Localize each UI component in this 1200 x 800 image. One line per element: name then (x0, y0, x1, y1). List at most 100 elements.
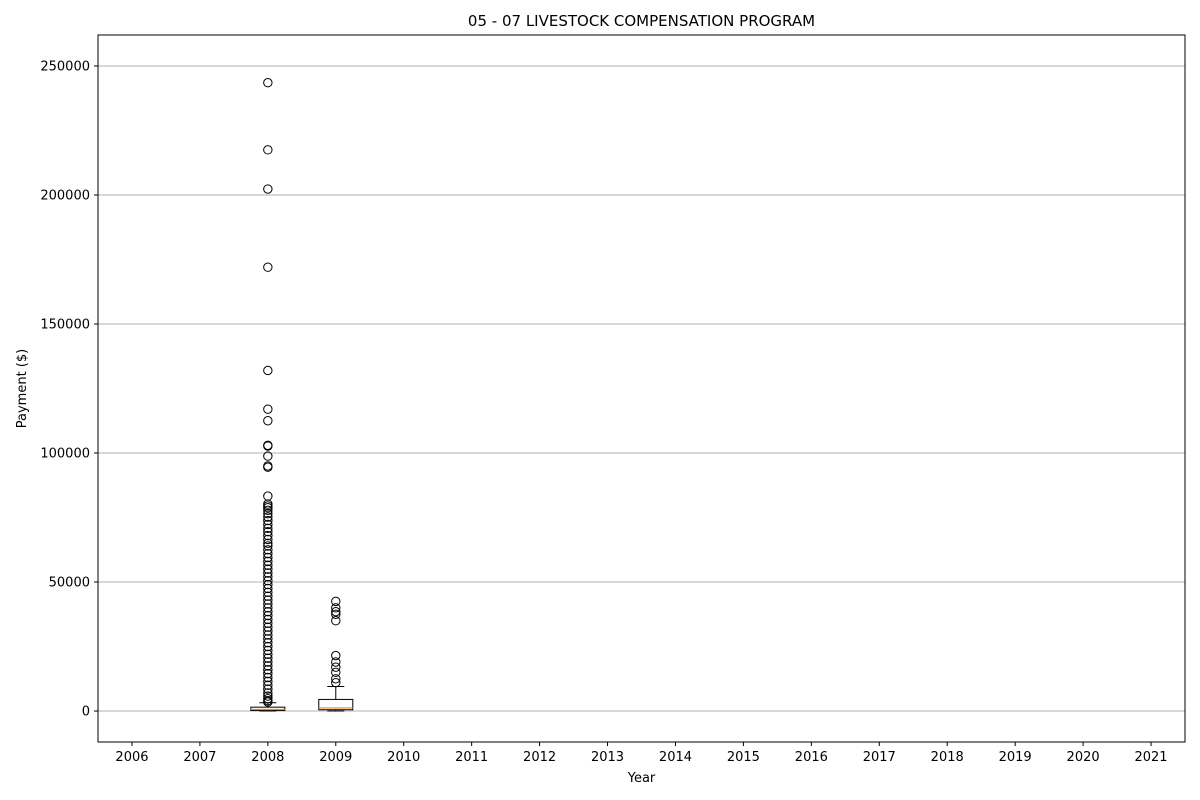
outlier-point (263, 556, 273, 567)
outlier-point (263, 527, 273, 537)
y-tick-label: 100000 (40, 447, 90, 462)
chart-title: 05 - 07 LIVESTOCK COMPENSATION PROGRAM (468, 12, 815, 30)
boxes (250, 78, 354, 712)
outlier-point (263, 262, 273, 272)
outlier-point (263, 184, 273, 194)
outlier-point (263, 545, 273, 555)
outlier-point (263, 552, 273, 563)
outlier-point (263, 568, 273, 578)
outlier-point (263, 538, 273, 549)
outlier-point (263, 653, 273, 663)
outlier-point (263, 680, 273, 690)
outlier-point (263, 691, 273, 701)
x-tick-label: 2009 (319, 750, 352, 765)
y-axis: 0 50000 100000 150000 200000 250000 (40, 59, 98, 720)
outlier-point (263, 78, 273, 88)
outlier-point (263, 610, 273, 621)
outlier-point (263, 365, 273, 376)
x-tick-label: 2016 (795, 750, 828, 765)
y-axis-title: Payment ($) (15, 349, 30, 428)
outlier-point (263, 508, 273, 519)
y-tick-label: 250000 (40, 59, 90, 74)
outlier-point (263, 645, 273, 656)
outlier-point (263, 560, 273, 570)
outlier-point (263, 665, 273, 675)
outlier-point (263, 641, 273, 652)
y-tick-label: 0 (82, 705, 90, 720)
x-tick-label: 2020 (1067, 750, 1100, 765)
box-2009 (318, 596, 354, 712)
outlier-point (263, 576, 273, 586)
outlier-point (263, 564, 273, 574)
outlier-point (263, 688, 273, 698)
outlier-point (263, 622, 273, 632)
x-tick-label: 2011 (455, 750, 488, 765)
outlier-point (263, 630, 273, 640)
x-tick-label: 2018 (931, 750, 964, 765)
outlier-point (263, 548, 273, 559)
x-tick-label: 2010 (387, 750, 420, 765)
x-axis-title: Year (627, 771, 656, 786)
outlier-point (263, 697, 273, 707)
x-tick-label: 2017 (863, 750, 896, 765)
x-tick-label: 2012 (523, 750, 556, 765)
plot-frame (97, 34, 1186, 743)
outlier-point (331, 662, 341, 672)
outlier-point (331, 616, 341, 626)
box-body (318, 698, 354, 711)
outlier-point (263, 451, 273, 461)
outlier-point (263, 676, 273, 687)
outlier-point (331, 609, 341, 619)
outlier-point (263, 519, 273, 530)
x-tick-label: 2019 (999, 750, 1032, 765)
outlier-point (263, 626, 273, 636)
y-tick-label: 200000 (40, 188, 90, 203)
outlier-point (331, 677, 341, 688)
outlier-point (263, 515, 273, 526)
outlier-point (263, 661, 273, 671)
x-tick-label: 2007 (183, 750, 216, 765)
outlier-point (263, 599, 273, 609)
outlier-point (263, 587, 273, 598)
outlier-point (263, 530, 273, 541)
y-tick-label: 50000 (49, 576, 90, 591)
outlier-point (263, 579, 273, 590)
grid-lines (98, 65, 1185, 712)
x-tick-label: 2013 (591, 750, 624, 765)
outlier-point (263, 668, 273, 679)
x-tick-label: 2015 (727, 750, 760, 765)
box-body (250, 706, 286, 712)
outlier-point (263, 583, 273, 594)
outlier-point (331, 606, 341, 617)
outlier-point (263, 672, 273, 683)
outlier-point (263, 649, 273, 659)
outlier-point (263, 634, 273, 644)
outlier-point (263, 637, 273, 648)
outlier-point (263, 614, 273, 625)
outlier-point (331, 657, 341, 667)
outlier-point (263, 462, 273, 472)
outlier-point (263, 684, 273, 694)
box-2008 (250, 78, 286, 712)
outlier-point (263, 595, 273, 605)
outlier-point (263, 491, 273, 501)
y-tick-label: 150000 (40, 317, 90, 332)
outlier-point (263, 145, 273, 155)
x-tick-label: 2014 (659, 750, 692, 765)
outlier-point (331, 674, 341, 684)
outlier-point (263, 603, 273, 613)
outlier-point (331, 603, 341, 613)
outlier-point (263, 606, 273, 617)
outlier-point (263, 657, 273, 667)
outlier-point (263, 505, 273, 515)
outlier-point (263, 618, 273, 629)
outlier-point (263, 541, 273, 551)
outlier-point (331, 650, 341, 661)
x-tick-label: 2006 (115, 750, 148, 765)
x-axis: 2006 2007 2008 2009 2010 2011 2012 2013 2014 2015… (115, 742, 1168, 765)
outlier-point (263, 591, 273, 601)
outlier-point (263, 523, 273, 534)
outlier-point (331, 596, 341, 607)
outlier-point (263, 441, 273, 451)
